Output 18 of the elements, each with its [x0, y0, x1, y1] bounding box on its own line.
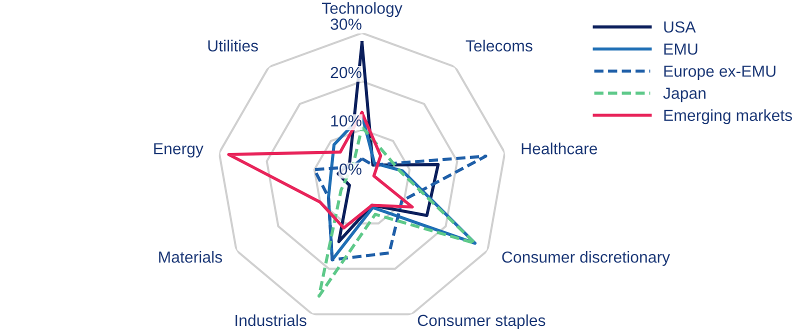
y-tick-label: 0%	[340, 164, 362, 175]
spoke-label: Consumer staples	[418, 314, 546, 329]
legend-label: Europe ex-EMU	[664, 66, 776, 80]
spoke-label: Consumer discretionary	[502, 251, 670, 266]
legend-label: Japan	[663, 88, 706, 102]
spoke-label: Telecoms	[466, 40, 532, 52]
spoke-label: Energy	[154, 143, 204, 158]
spoke-label: Utilities	[208, 40, 258, 52]
spoke-label: Technology	[322, 2, 402, 18]
legend-label: EMU	[664, 44, 698, 55]
y-tick-label: 10%	[331, 115, 362, 127]
spoke-label: Healthcare	[522, 142, 598, 154]
legend-label: USA	[664, 21, 696, 33]
spoke-label: Industrials	[236, 314, 306, 326]
legend-label: Emerging markets	[664, 109, 792, 124]
spoke-label: Materials	[159, 251, 222, 263]
y-tick-label: 20%	[330, 66, 362, 78]
y-tick-label: 30%	[330, 18, 362, 30]
